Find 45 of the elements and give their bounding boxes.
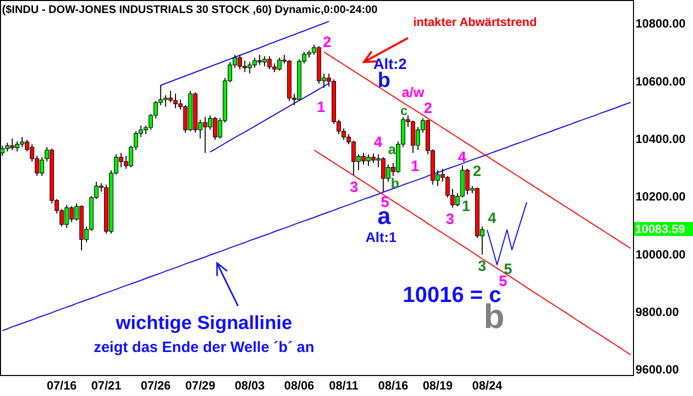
- x-tick-label: 08/19: [422, 378, 454, 392]
- chart-title: ($INDU - DOW-JONES INDUSTRIALS 30 STOCK ,60) Dynamic,0:00-24:00: [2, 4, 378, 16]
- annotation: a/w: [402, 84, 424, 100]
- line-series: [210, 82, 330, 153]
- x-tick-label: 07/21: [91, 378, 122, 392]
- line-series: [323, 51, 632, 249]
- annotation: zeigt das Ende der Welle ´b´ an: [94, 339, 314, 356]
- annotation: 2: [424, 100, 432, 117]
- annotation: 1: [462, 198, 470, 215]
- annotation: wichtige Signallinie: [114, 313, 292, 334]
- line-series: [486, 202, 528, 266]
- x-tick-label: 07/29: [185, 378, 216, 392]
- y-tick-label: 9600.00: [636, 362, 680, 377]
- x-tick-label: 08/06: [284, 378, 315, 392]
- y-tick-label: 10400.00: [636, 132, 686, 146]
- annotation: c: [400, 103, 408, 118]
- y-tick-label: 10600.00: [636, 74, 686, 88]
- annotation: 4: [458, 149, 467, 166]
- annotation: 1: [410, 158, 420, 175]
- annotation: 4: [488, 210, 497, 227]
- x-tick-label: 07/16: [46, 378, 78, 392]
- y-tick-label: 10800.00: [636, 16, 686, 31]
- annotation: intakter Abwärtstrend: [413, 15, 537, 29]
- line-series: [160, 20, 330, 86]
- x-tick-label: 08/24: [472, 378, 503, 392]
- text: 10083.59: [635, 222, 686, 236]
- annotation: Alt:1: [365, 229, 397, 245]
- annotation: b: [390, 175, 400, 191]
- x-tick-label: 08/11: [329, 378, 359, 392]
- annotation: a: [388, 141, 396, 157]
- annotation: 4: [374, 134, 383, 151]
- x-tick-label: 08/16: [378, 378, 409, 392]
- x-tick-label: 08/03: [234, 378, 266, 392]
- annotation: 2: [322, 34, 332, 51]
- annotation: 2: [472, 163, 482, 180]
- y-tick-label: 10000.00: [636, 247, 686, 262]
- annotation: 5: [498, 273, 508, 290]
- y-tick-label: 9800.00: [636, 305, 680, 320]
- line-series: [2, 102, 632, 332]
- y-tick-label: 10200.00: [636, 190, 686, 204]
- annotation: 1: [316, 99, 326, 116]
- annotation: 3: [478, 258, 486, 275]
- annotation: 3: [350, 179, 358, 196]
- x-tick-label: 07/26: [140, 378, 172, 392]
- annotation: 3: [446, 211, 454, 228]
